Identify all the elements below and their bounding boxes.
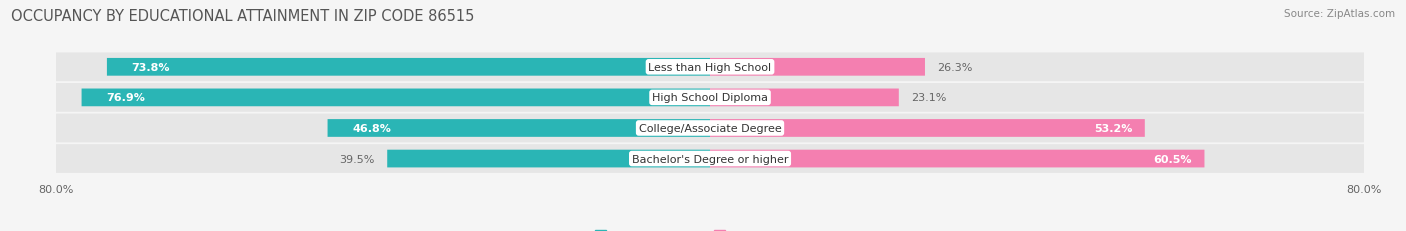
Text: 23.1%: 23.1% — [911, 93, 946, 103]
Text: 39.5%: 39.5% — [340, 154, 375, 164]
FancyBboxPatch shape — [107, 59, 710, 76]
Text: High School Diploma: High School Diploma — [652, 93, 768, 103]
FancyBboxPatch shape — [56, 114, 1364, 143]
Legend: Owner-occupied, Renter-occupied: Owner-occupied, Renter-occupied — [591, 225, 830, 231]
FancyBboxPatch shape — [710, 59, 925, 76]
Text: OCCUPANCY BY EDUCATIONAL ATTAINMENT IN ZIP CODE 86515: OCCUPANCY BY EDUCATIONAL ATTAINMENT IN Z… — [11, 9, 475, 24]
Text: College/Associate Degree: College/Associate Degree — [638, 123, 782, 133]
Text: Source: ZipAtlas.com: Source: ZipAtlas.com — [1284, 9, 1395, 19]
Text: Less than High School: Less than High School — [648, 63, 772, 73]
FancyBboxPatch shape — [387, 150, 710, 168]
FancyBboxPatch shape — [710, 150, 1205, 168]
Text: 53.2%: 53.2% — [1094, 123, 1133, 133]
FancyBboxPatch shape — [710, 120, 1144, 137]
FancyBboxPatch shape — [56, 84, 1364, 112]
FancyBboxPatch shape — [710, 89, 898, 107]
Text: 26.3%: 26.3% — [938, 63, 973, 73]
FancyBboxPatch shape — [82, 89, 710, 107]
FancyBboxPatch shape — [328, 120, 710, 137]
FancyBboxPatch shape — [56, 53, 1364, 82]
Text: 76.9%: 76.9% — [105, 93, 145, 103]
Text: 46.8%: 46.8% — [352, 123, 391, 133]
Text: 73.8%: 73.8% — [131, 63, 170, 73]
Text: 60.5%: 60.5% — [1154, 154, 1192, 164]
Text: Bachelor's Degree or higher: Bachelor's Degree or higher — [631, 154, 789, 164]
FancyBboxPatch shape — [56, 145, 1364, 173]
